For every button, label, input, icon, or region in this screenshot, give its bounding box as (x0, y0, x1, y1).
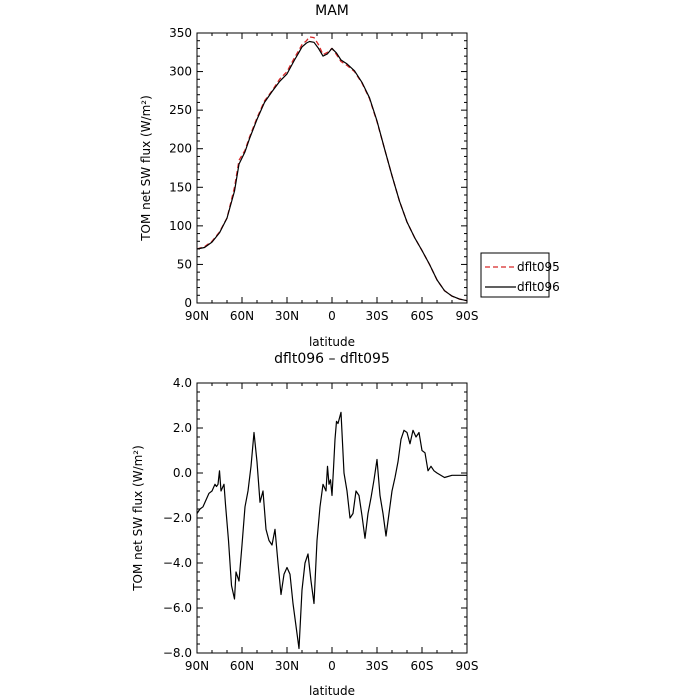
bottom-y-tick-label: −8.0 (163, 646, 192, 660)
bottom-x-tick-label: 90N (185, 659, 209, 673)
bottom-y-tick-label: −2.0 (163, 511, 192, 525)
top-chart-panel: MAM latitude TOM net SW flux (W/m²) 90N 6… (139, 3, 478, 349)
bottom-chart-ylabel: TOM net SW flux (W/m²) (131, 445, 145, 592)
bottom-x-tick-label: 0 (328, 659, 336, 673)
top-chart-ylabel: TOM net SW flux (W/m²) (139, 95, 153, 242)
top-x-tick-label: 60N (230, 309, 254, 323)
top-x-tick-label: 60S (411, 309, 434, 323)
top-series-line-dflt096 (196, 40, 468, 302)
bottom-y-tick-label: 2.0 (173, 421, 192, 435)
bottom-x-tick-label: 30S (366, 659, 389, 673)
legend-label-dflt095: dflt095 (517, 260, 560, 274)
top-y-tick-label: 100 (169, 219, 192, 233)
top-y-tick-label: 350 (169, 26, 192, 40)
legend-label-dflt096: dflt096 (517, 280, 560, 294)
bottom-x-tick-label: 30N (275, 659, 299, 673)
legend: dflt095 dflt096 (480, 252, 560, 298)
bottom-y-tick-label: 0.0 (173, 466, 192, 480)
bottom-chart-frame (196, 382, 468, 654)
top-x-tick-label: 30S (366, 309, 389, 323)
bottom-y-tick-label: −4.0 (163, 556, 192, 570)
bottom-chart-panel: dflt096 – dflt095 latitude TOM net SW fl… (131, 351, 478, 698)
top-x-tick-label: 30N (275, 309, 299, 323)
top-y-tick-label: 0 (184, 296, 192, 310)
top-x-tick-label: 90S (456, 309, 479, 323)
top-chart-frame (196, 32, 468, 304)
bottom-x-tick-label: 90S (456, 659, 479, 673)
bottom-chart-xlabel: latitude (309, 684, 355, 698)
bottom-x-tick-label: 60S (411, 659, 434, 673)
top-x-tick-label: 0 (328, 309, 336, 323)
top-y-tick-label: 300 (169, 65, 192, 79)
bottom-chart-title: dflt096 – dflt095 (274, 351, 390, 367)
top-x-tick-label: 90N (185, 309, 209, 323)
legend-box (480, 252, 550, 298)
top-series-line-dflt095 (196, 36, 468, 302)
bottom-y-tick-label: 4.0 (173, 376, 192, 390)
top-chart-xlabel: latitude (309, 335, 355, 349)
bottom-x-tick-label: 60N (230, 659, 254, 673)
top-y-tick-label: 150 (169, 180, 192, 194)
top-y-tick-label: 250 (169, 103, 192, 117)
top-chart-title: MAM (315, 3, 349, 19)
bottom-y-tick-label: −6.0 (163, 601, 192, 615)
top-y-tick-label: 50 (177, 257, 192, 271)
bottom-series-line-0 (196, 411, 467, 650)
top-y-tick-label: 200 (169, 142, 192, 156)
